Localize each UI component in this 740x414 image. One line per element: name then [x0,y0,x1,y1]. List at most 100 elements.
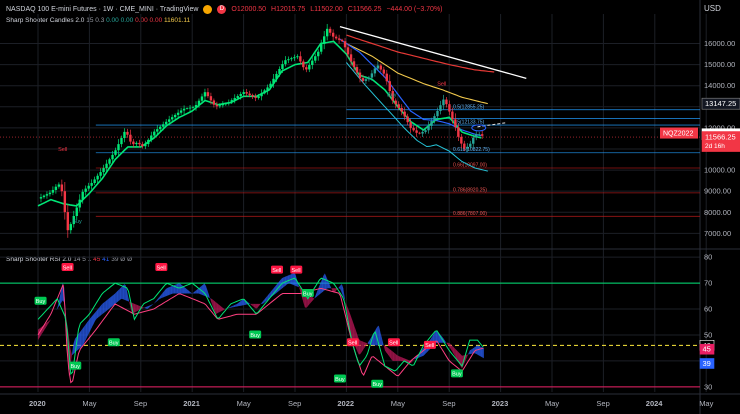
rsi-ribbon-segment [96,308,99,319]
candle-body [60,184,64,192]
currency-label[interactable]: USD [704,4,721,13]
candle-body [87,185,90,189]
candle-body [281,64,284,70]
rsi-signal-box [155,263,168,272]
rsi-ribbon-segment [102,302,105,314]
rsi-ribbon-segment [344,298,347,310]
indicator-legend-rsi[interactable]: Sharp Shooter RSI 2.0 14 5 1 45 41 39 Ø … [6,256,132,263]
rsi-ribbon-segment [300,287,302,297]
rsi-ribbon-segment [167,287,170,296]
candle-body [391,91,394,101]
rsi-ribbon-segment [110,295,113,308]
candle-body [81,191,84,200]
rsi-ribbon-segment [210,298,213,305]
rsi-ribbon-segment [150,304,153,307]
price-label-box [701,97,740,110]
rsi-ribbon-segment [224,308,227,310]
rsi-ribbon-segment [351,316,353,341]
candle-body [364,79,368,81]
rsi-ribbon-segment [158,296,160,301]
indicator-value: 0.00 [106,17,119,24]
rsi-ribbon-segment [155,300,157,303]
candle-body [251,95,254,97]
symbol-title[interactable]: NASDAQ 100 E-mini Futures · 1W · CME_MIN… [6,6,199,13]
countdown-label: 2d 16h [705,143,725,150]
candle-body [99,172,102,176]
rsi-ribbon-segment [343,288,345,301]
candle-body [311,60,314,66]
time-tick-label: May [699,399,713,408]
candle-body [93,179,96,184]
rsi-ribbon-segment [466,354,469,358]
rsi-ribbon-segment [61,282,63,303]
rsi-ribbon-segment [124,284,126,301]
candle-body [248,93,251,96]
indicator-legend-candles[interactable]: Sharp Shooter Candles 2.0 15 0.3 0.00 0.… [6,17,190,24]
rsi-ribbon-segment [317,287,319,297]
rsi-ribbon-segment [250,303,253,306]
candle-body [221,104,225,106]
rsi-signal-box [333,374,346,383]
rsi-ribbon-segment [330,287,333,292]
candle-body [194,105,198,108]
candle-body [302,61,305,68]
price-signal-label: Buy [387,92,397,98]
candle-body [409,122,412,128]
rsi-ribbon-segment [241,299,244,306]
fib-level-label: 0.618(10822.75) [453,147,490,153]
rsi-ribbon-segment [395,354,398,361]
candle-body [317,51,320,57]
rsi-ribbon-segment [209,295,211,301]
candle-body [480,134,484,136]
candle-body [403,111,406,117]
rsi-ribbon-segment [230,306,233,308]
rsi-ribbon-segment [127,293,129,302]
candle-body [126,131,129,135]
rsi-ribbon-segment [70,348,72,366]
candle-body [478,134,481,136]
candle-body [269,83,272,88]
indicator-params: 15 0.3 [86,17,105,24]
rsi-ribbon-segment [398,356,401,361]
rsi-ribbon-segment [138,305,140,311]
rsi-ribbon-segment [149,305,151,308]
rsi-ribbon-segment [128,300,131,308]
rsi-signal-label: Buy [36,299,46,305]
delay-badge[interactable]: D [217,5,227,14]
rsi-ribbon-segment [218,304,220,313]
rsi-ribbon-segment [229,306,231,309]
time-tick-label: May [545,399,559,408]
candle-body [159,126,162,130]
rsi-ribbon-segment [186,288,188,294]
indicator-value: 41 [102,256,110,263]
rsi-ribbon-segment [312,297,315,301]
time-tick-label: May [82,399,96,408]
candle-body [66,212,70,231]
candle-body [96,175,99,180]
rsi-ribbon-segment [360,340,362,355]
rsi-ribbon-segment [219,305,222,312]
time-tick-label: May [237,399,251,408]
rsi-ribbon-segment [50,317,52,321]
rsi-ribbon-segment [298,285,301,291]
time-tick-label: Sep [442,399,455,408]
rsi-ribbon-segment [232,305,234,308]
rsi-ribbon-segment [135,304,137,313]
rsi-ribbon-segment [287,275,290,284]
candle-body [78,199,81,208]
candle-body [153,131,156,136]
candle-body [179,110,183,113]
rsi-ribbon-segment [383,344,385,351]
price-label-text: 11566.25 [705,133,736,142]
candle-body [170,117,174,120]
candle-body [325,28,329,37]
rsi-ribbon-segment [104,300,106,313]
rsi-ribbon-segment [181,284,183,294]
candle-body [346,47,350,55]
rsi-ribbon-segment [421,347,424,357]
fib-level-label: 0.886(7807.00) [453,211,487,217]
rsi-ribbon-segment [341,284,344,297]
rsi-ribbon-segment [309,294,311,305]
candle-body [442,99,445,106]
